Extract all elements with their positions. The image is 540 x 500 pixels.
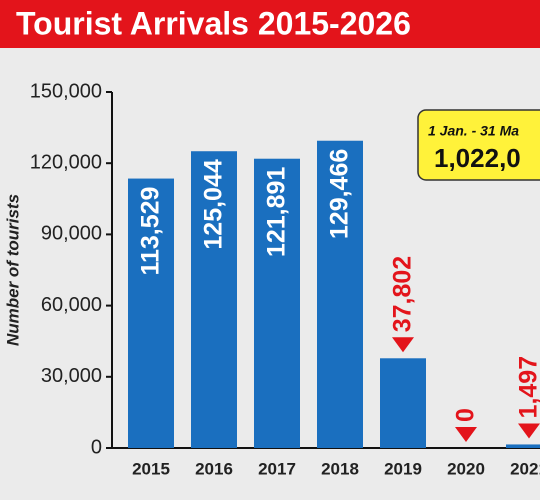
- title-bar: [0, 0, 540, 48]
- value-label: 113,529: [137, 187, 165, 276]
- x-tick-label: 2017: [258, 459, 296, 478]
- bar: [380, 358, 426, 448]
- x-tick-label: 2020: [447, 459, 485, 478]
- y-tick-label: 30,000: [41, 365, 102, 387]
- x-tick-label: 2019: [384, 459, 422, 478]
- y-tick-label: 60,000: [41, 294, 102, 316]
- x-tick-label: 2016: [195, 459, 233, 478]
- value-label: 0: [452, 408, 480, 422]
- bar: [506, 444, 540, 448]
- value-marker: [392, 337, 414, 353]
- bar: [317, 140, 363, 449]
- x-tick-label: 2018: [321, 459, 359, 478]
- annotation-period: 1 Jan. - 31 Ma: [428, 123, 519, 139]
- y-axis-label: Number of tourists: [3, 194, 22, 346]
- x-tick-label: 2015: [132, 459, 170, 478]
- value-label: 37,802: [389, 256, 417, 332]
- value-marker: [518, 423, 540, 439]
- chart-title: Tourist Arrivals 2015-2026: [16, 5, 411, 41]
- bar: [254, 158, 300, 448]
- value-label: 125,044: [200, 159, 228, 249]
- annotation-box: [417, 109, 540, 181]
- annotation-total: 1,022,0: [434, 143, 521, 173]
- y-tick-label: 90,000: [41, 223, 102, 245]
- value-marker: [455, 427, 477, 442]
- y-tick-label: 120,000: [30, 151, 102, 173]
- y-tick-label: 150,000: [30, 80, 102, 102]
- value-label: 129,466: [326, 149, 354, 239]
- value-label: 1,497: [515, 356, 540, 419]
- value-label: 121,891: [263, 167, 291, 257]
- bar: [191, 151, 237, 448]
- bar: [128, 178, 174, 448]
- y-tick-label: 0: [91, 436, 102, 458]
